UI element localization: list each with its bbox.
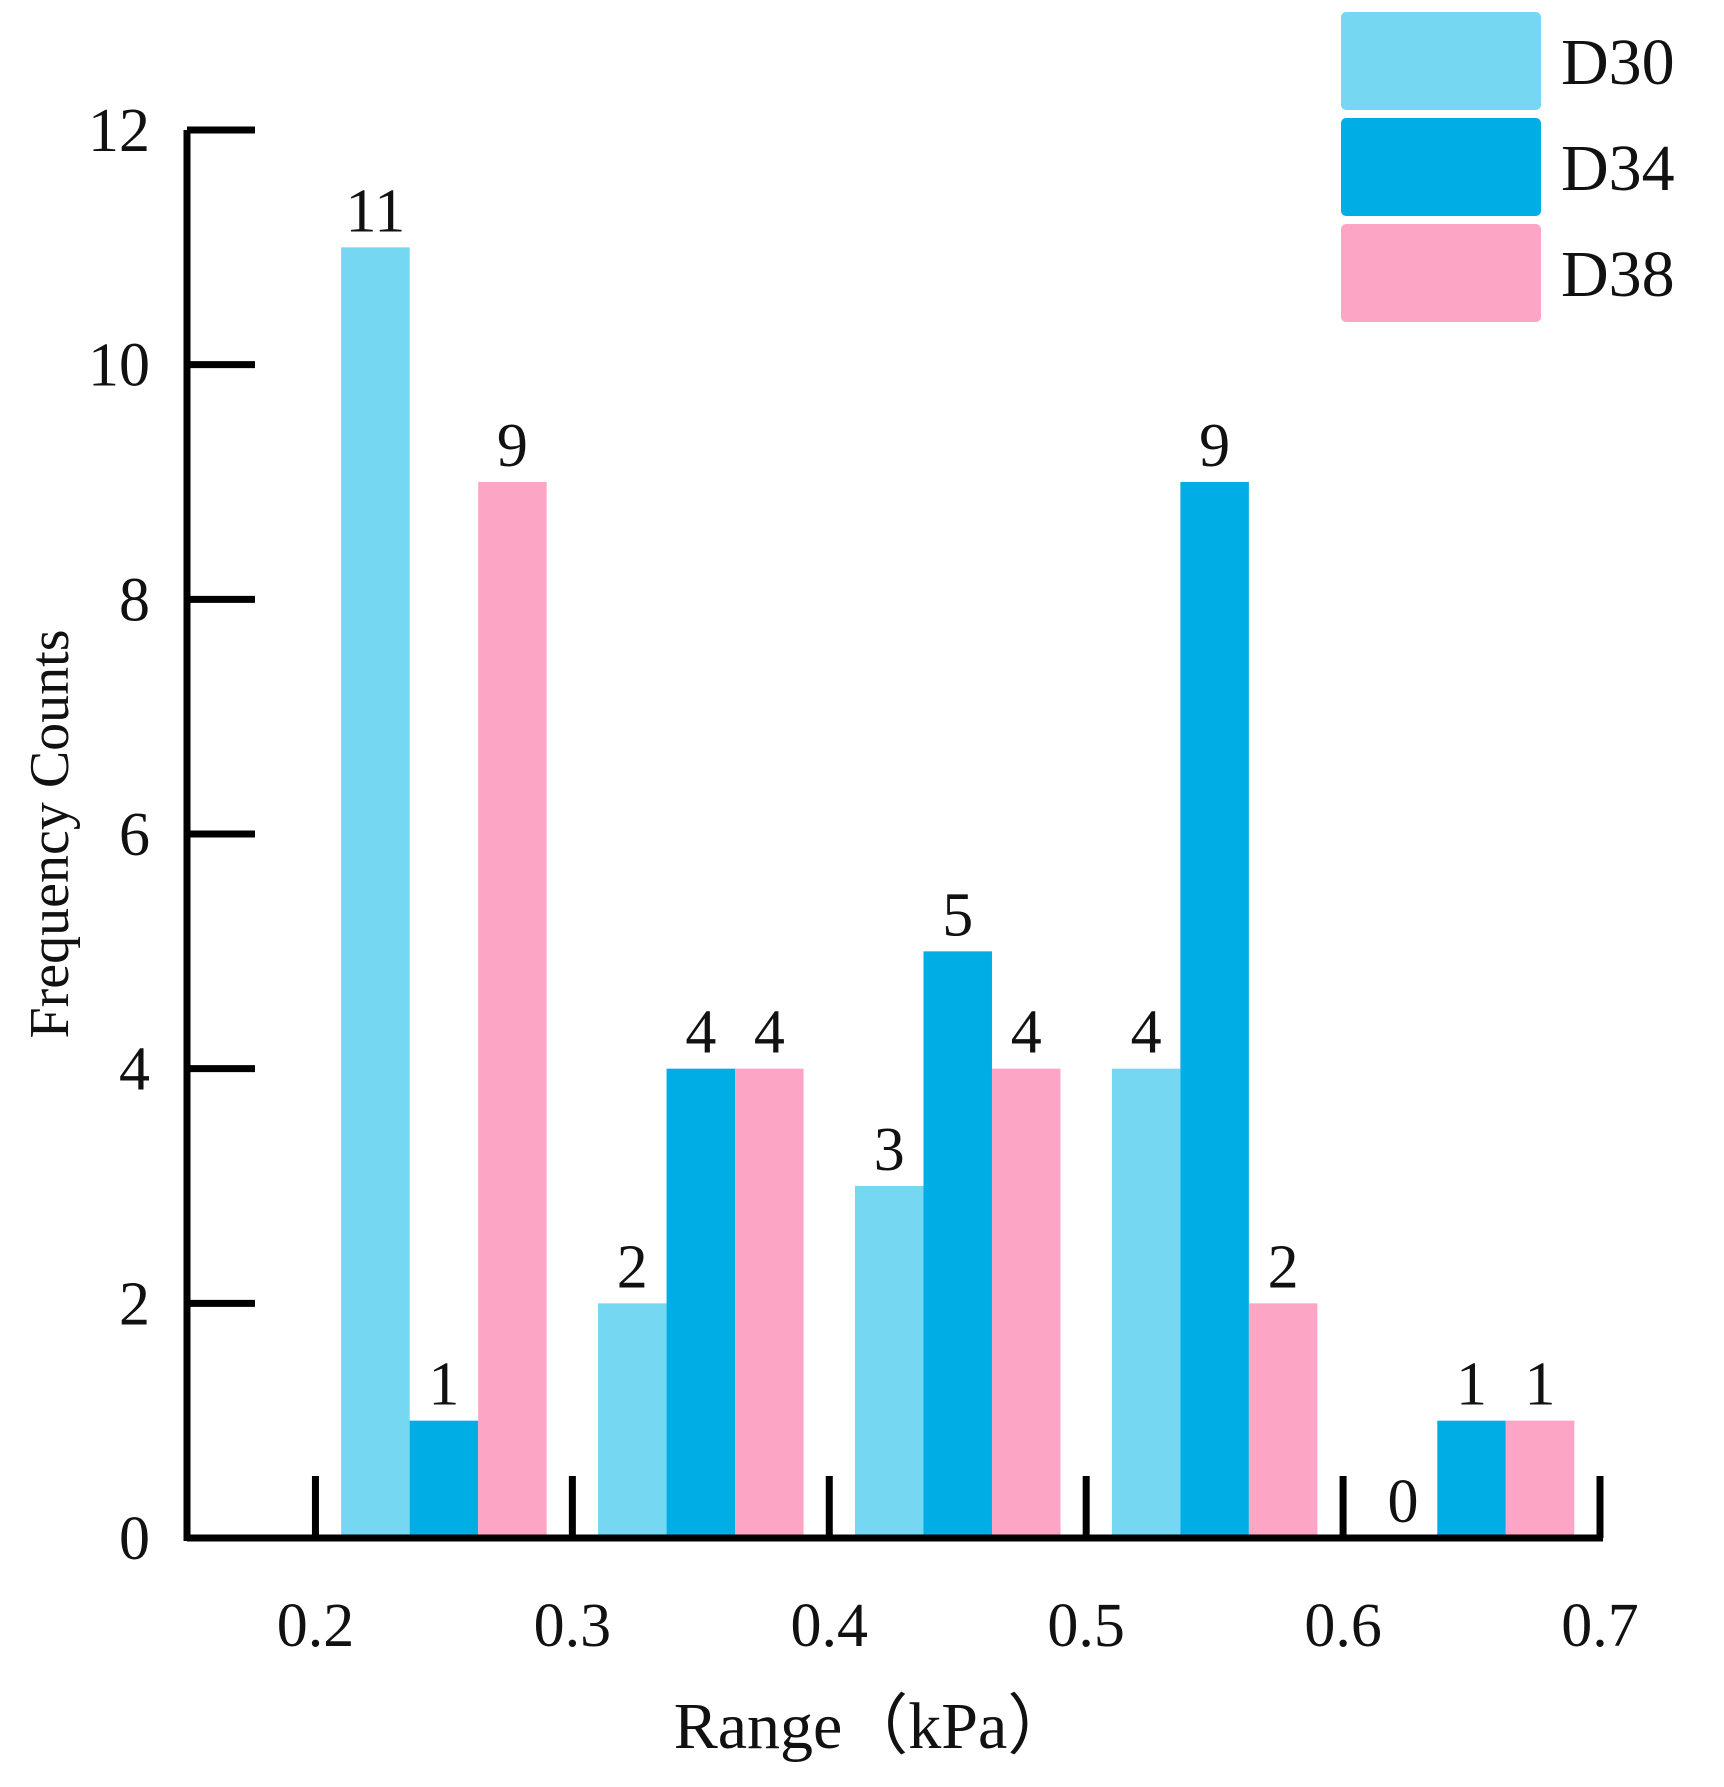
bar-value-label: 9 [497,412,528,480]
bar-value-label: 4 [685,999,716,1067]
x-tick-label: 0.5 [1047,1592,1125,1660]
bar-value-label: 9 [1199,412,1230,480]
bar-value-label: 1 [1456,1351,1487,1419]
bar-d38-1 [735,1068,804,1538]
bar-d38-3 [1248,1303,1318,1538]
bar-value-label: 2 [617,1233,648,1301]
legend: D30 D34 D38 [1341,12,1675,322]
bar-d30-0 [341,247,410,1538]
legend-label-d34: D34 [1561,132,1675,205]
bar-value-label: 4 [754,999,785,1067]
x-tick-label: 0.7 [1561,1592,1639,1660]
bar-d38-2 [991,1068,1061,1538]
y-tick-label: 12 [88,97,150,165]
bar-d38-0 [478,482,547,1538]
legend-swatch-d38 [1341,224,1541,322]
x-tick-label: 0.6 [1304,1592,1382,1660]
bar-value-label: 11 [346,177,406,245]
bar-d38-4 [1505,1420,1575,1538]
y-tick-label: 0 [119,1505,150,1573]
bar-d30-1 [598,1303,667,1538]
bar-value-label: 5 [942,881,973,949]
bar-d34-4 [1437,1420,1506,1538]
bars-layer [341,247,1575,1538]
y-tick-label: 10 [88,332,150,400]
bar-value-label: 4 [1131,999,1162,1067]
x-axis-label: Range（kPa） [674,1690,1074,1763]
bar-d30-3 [1111,1068,1181,1538]
y-tick-label: 8 [119,566,150,634]
y-axis-label: Frequency Counts [19,629,81,1038]
x-tick-label: 0.4 [791,1592,869,1660]
bar-d34-2 [923,951,992,1538]
bar-value-label: 0 [1388,1468,1419,1536]
y-tick-label: 2 [119,1270,150,1338]
legend-label-d38: D38 [1561,238,1675,311]
x-tick-label: 0.2 [277,1592,355,1660]
x-tick-label: 0.3 [534,1592,612,1660]
legend-label-d30: D30 [1561,26,1675,99]
bar-value-label: 4 [1011,999,1042,1067]
legend-swatch-d34 [1341,118,1541,216]
bar-d34-1 [666,1068,736,1538]
bar-d34-3 [1180,482,1249,1538]
bar-d34-0 [409,1420,479,1538]
bar-value-label: 3 [874,1116,905,1184]
legend-swatch-d30 [1341,12,1541,110]
bar-d30-2 [854,1186,924,1538]
bar-value-label: 1 [1525,1351,1556,1419]
bar-value-label: 2 [1268,1233,1299,1301]
bar-value-label: 1 [428,1351,459,1419]
y-tick-label: 6 [119,801,150,869]
y-tick-label: 4 [119,1036,150,1104]
